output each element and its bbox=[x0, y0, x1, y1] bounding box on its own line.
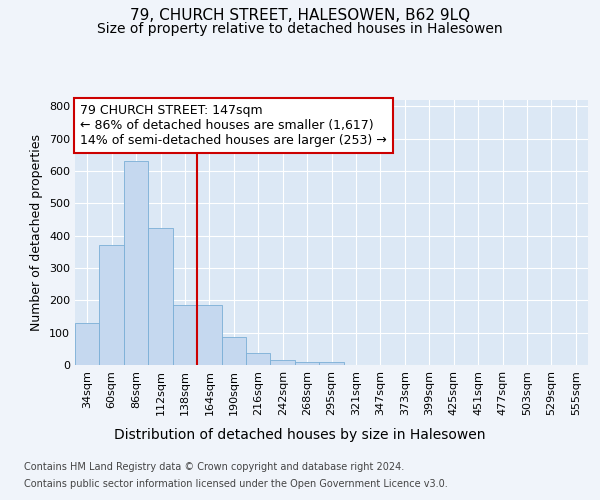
Text: Distribution of detached houses by size in Halesowen: Distribution of detached houses by size … bbox=[114, 428, 486, 442]
Text: Contains HM Land Registry data © Crown copyright and database right 2024.: Contains HM Land Registry data © Crown c… bbox=[24, 462, 404, 472]
Bar bbox=[124, 162, 148, 365]
Text: 79, CHURCH STREET, HALESOWEN, B62 9LQ: 79, CHURCH STREET, HALESOWEN, B62 9LQ bbox=[130, 8, 470, 22]
Y-axis label: Number of detached properties: Number of detached properties bbox=[31, 134, 43, 331]
Bar bbox=[75, 323, 100, 365]
Bar bbox=[221, 336, 246, 365]
Bar bbox=[271, 360, 295, 365]
Bar bbox=[148, 228, 173, 365]
Bar bbox=[295, 362, 319, 365]
Text: 79 CHURCH STREET: 147sqm
← 86% of detached houses are smaller (1,617)
14% of sem: 79 CHURCH STREET: 147sqm ← 86% of detach… bbox=[80, 104, 387, 147]
Bar bbox=[173, 305, 197, 365]
Bar bbox=[197, 305, 221, 365]
Text: Size of property relative to detached houses in Halesowen: Size of property relative to detached ho… bbox=[97, 22, 503, 36]
Bar bbox=[100, 246, 124, 365]
Bar bbox=[246, 354, 271, 365]
Text: Contains public sector information licensed under the Open Government Licence v3: Contains public sector information licen… bbox=[24, 479, 448, 489]
Bar bbox=[319, 362, 344, 365]
